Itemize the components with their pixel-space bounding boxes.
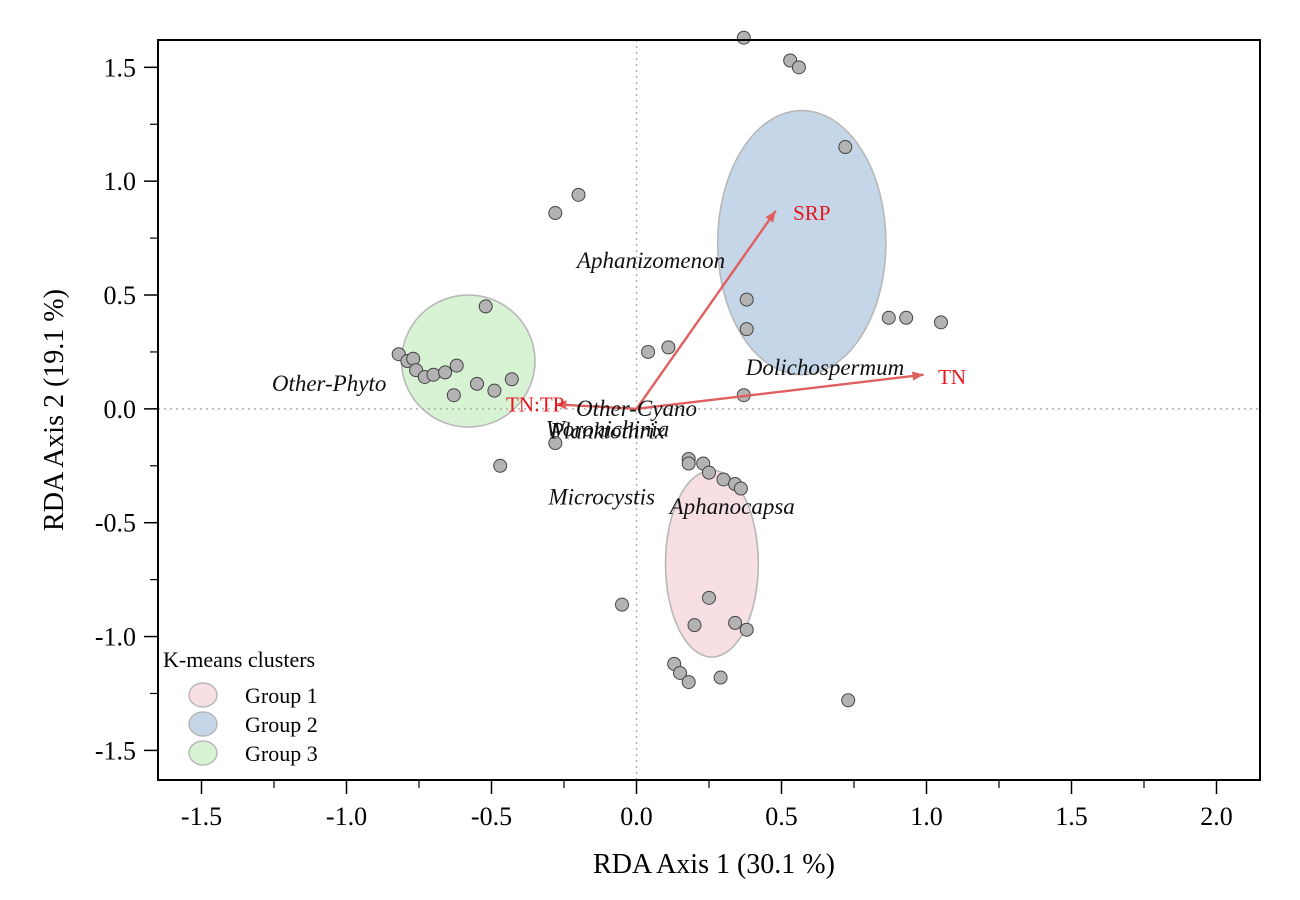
site-points — [391, 30, 948, 708]
legend-swatch — [188, 740, 218, 766]
site-point — [548, 206, 563, 221]
site-point — [438, 365, 453, 380]
species-label: Other-Cyano — [576, 396, 697, 421]
species-labels: Aphanizomenon Dolichospermum Other-Phyto Ot… — [272, 248, 904, 519]
arrow-head — [912, 371, 924, 381]
arrow-label: SRP — [793, 201, 830, 225]
site-point — [426, 367, 441, 382]
site-point — [681, 456, 696, 471]
site-point — [739, 322, 754, 337]
reference-lines — [158, 40, 1260, 780]
site-point — [446, 388, 461, 403]
x-tick-label: 2.0 — [1200, 802, 1233, 831]
species-label: Other-Phyto — [272, 371, 387, 396]
arrow-head — [555, 400, 567, 410]
site-point — [728, 615, 743, 630]
y-tick-label: 0.5 — [104, 281, 137, 310]
x-tick-label: 1.0 — [910, 802, 943, 831]
site-point — [702, 465, 716, 480]
site-point — [736, 30, 751, 45]
site-point — [641, 344, 656, 359]
species-label: Aphanocapsa — [668, 494, 795, 519]
site-point — [681, 675, 696, 690]
y-tick-label: 1.5 — [104, 53, 137, 82]
site-point — [673, 665, 687, 680]
site-point — [841, 693, 856, 708]
site-point — [687, 618, 702, 633]
site-point — [934, 315, 948, 330]
site-point — [661, 340, 676, 355]
environment-arrows: SRP TN TN:TP — [506, 201, 966, 416]
arrow-tn — [636, 373, 924, 411]
arrow-srp — [635, 210, 777, 410]
axes: -1.5 -1.0 -0.5 0.0 0.5 1.0 1.5 2.0 -1.5 -1.0 -0.5 0… — [95, 39, 1261, 831]
arrow-tn-tp — [555, 403, 637, 411]
species-label: Woronichinia — [546, 416, 670, 441]
y-tick-label: -1.0 — [95, 623, 136, 652]
site-point — [713, 670, 728, 685]
cluster-ellipse-2 — [716, 109, 887, 376]
arrow-label: TN:TP — [506, 392, 564, 416]
species-label: Dolichospermum — [745, 355, 904, 380]
legend-swatch — [188, 682, 218, 708]
site-point — [571, 187, 586, 202]
species-label: Microcystis — [547, 485, 655, 510]
x-tick-label: 0.0 — [620, 802, 653, 831]
legend-title: K-means clusters — [163, 647, 315, 672]
site-point — [791, 60, 806, 75]
x-tick-label: -1.0 — [326, 802, 367, 831]
x-tick-label: -0.5 — [471, 802, 512, 831]
site-point — [487, 383, 502, 398]
legend: K-means clusters Group 1 Group 2 Group 3 — [163, 647, 318, 766]
y-tick-label: 0.0 — [104, 395, 137, 424]
site-point — [493, 458, 508, 473]
site-point — [881, 310, 896, 325]
cluster-ellipses — [400, 109, 887, 658]
site-point — [478, 299, 493, 314]
legend-swatch — [188, 711, 218, 737]
arrow-label: TN — [938, 365, 966, 389]
site-point — [504, 372, 519, 387]
site-point — [702, 590, 716, 605]
site-point — [739, 292, 754, 307]
legend-label: Group 2 — [245, 712, 318, 737]
site-point — [548, 436, 563, 451]
site-point — [716, 472, 731, 487]
site-point — [470, 376, 484, 391]
legend-label: Group 3 — [245, 741, 318, 766]
x-tick-label: -1.5 — [181, 802, 222, 831]
y-tick-label: -0.5 — [95, 509, 136, 538]
legend-label: Group 1 — [245, 683, 318, 708]
species-label: Planktothrix — [549, 419, 666, 444]
site-point — [615, 597, 629, 612]
y-axis-label: RDA Axis 2 (19.1 %) — [39, 289, 70, 531]
x-axis-label: RDA Axis 1 (30.1 %) — [593, 849, 835, 880]
site-point — [838, 140, 853, 155]
plot-frame — [157, 39, 1261, 781]
site-point — [449, 358, 464, 373]
x-tick-label: 1.5 — [1055, 802, 1088, 831]
arrow-head — [765, 210, 776, 223]
site-point — [406, 351, 421, 366]
site-point — [739, 622, 754, 637]
species-label: Aphanizomenon — [575, 248, 725, 273]
y-tick-label: -1.5 — [95, 736, 136, 765]
x-tick-label: 0.5 — [765, 802, 798, 831]
site-point — [733, 481, 748, 496]
y-tick-label: 1.0 — [104, 167, 137, 196]
site-point — [899, 310, 914, 325]
